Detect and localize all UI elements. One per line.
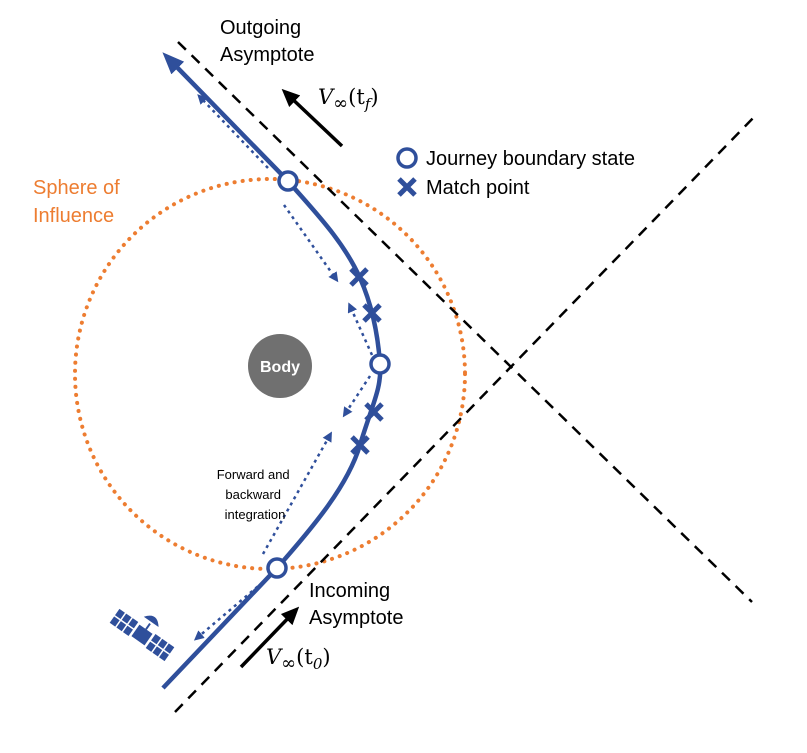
x-mark-icon xyxy=(350,435,370,455)
open-circle-icon xyxy=(266,557,288,579)
x-mark-icon xyxy=(397,177,417,197)
v-infinity-in-arrow xyxy=(239,606,300,669)
legend: Journey boundary state Match point xyxy=(396,147,635,199)
integration-arrows xyxy=(193,94,374,641)
integration-arrow-5 xyxy=(261,431,332,555)
integration-arrow-4 xyxy=(342,375,372,418)
open-circle-icon xyxy=(277,170,299,192)
integration-arrow-3 xyxy=(347,302,374,356)
x-mark-icon xyxy=(362,303,382,323)
sphere-of-influence-label: Sphere of Influence xyxy=(33,177,125,227)
x-mark-icon xyxy=(364,402,384,422)
open-circle-icon xyxy=(396,147,418,169)
v-infinity-in-label: V∞(t0) xyxy=(266,645,331,674)
integration-arrow-2 xyxy=(282,204,339,283)
outgoing-asymptote-line xyxy=(177,41,753,603)
v-infinity-out-label: V∞(tf) xyxy=(318,85,379,114)
satellite-icon xyxy=(108,607,176,663)
integration-arrow-1 xyxy=(197,94,269,169)
open-circle-icon xyxy=(369,353,391,375)
outgoing-asymptote-label: Outgoing Asymptote xyxy=(220,17,314,66)
integration-label: Forward and backward integration xyxy=(217,467,294,522)
legend-match-label: Match point xyxy=(426,177,530,199)
x-mark-icon xyxy=(349,267,369,287)
incoming-asymptote-label: Incoming Asymptote xyxy=(309,580,403,629)
incoming-asymptote-line xyxy=(174,112,759,713)
body-label: Body xyxy=(260,359,300,376)
integration-arrow-6 xyxy=(193,581,264,641)
body-planet xyxy=(248,334,312,398)
v-infinity-out-arrow xyxy=(281,88,344,148)
legend-boundary-label: Journey boundary state xyxy=(426,148,635,170)
